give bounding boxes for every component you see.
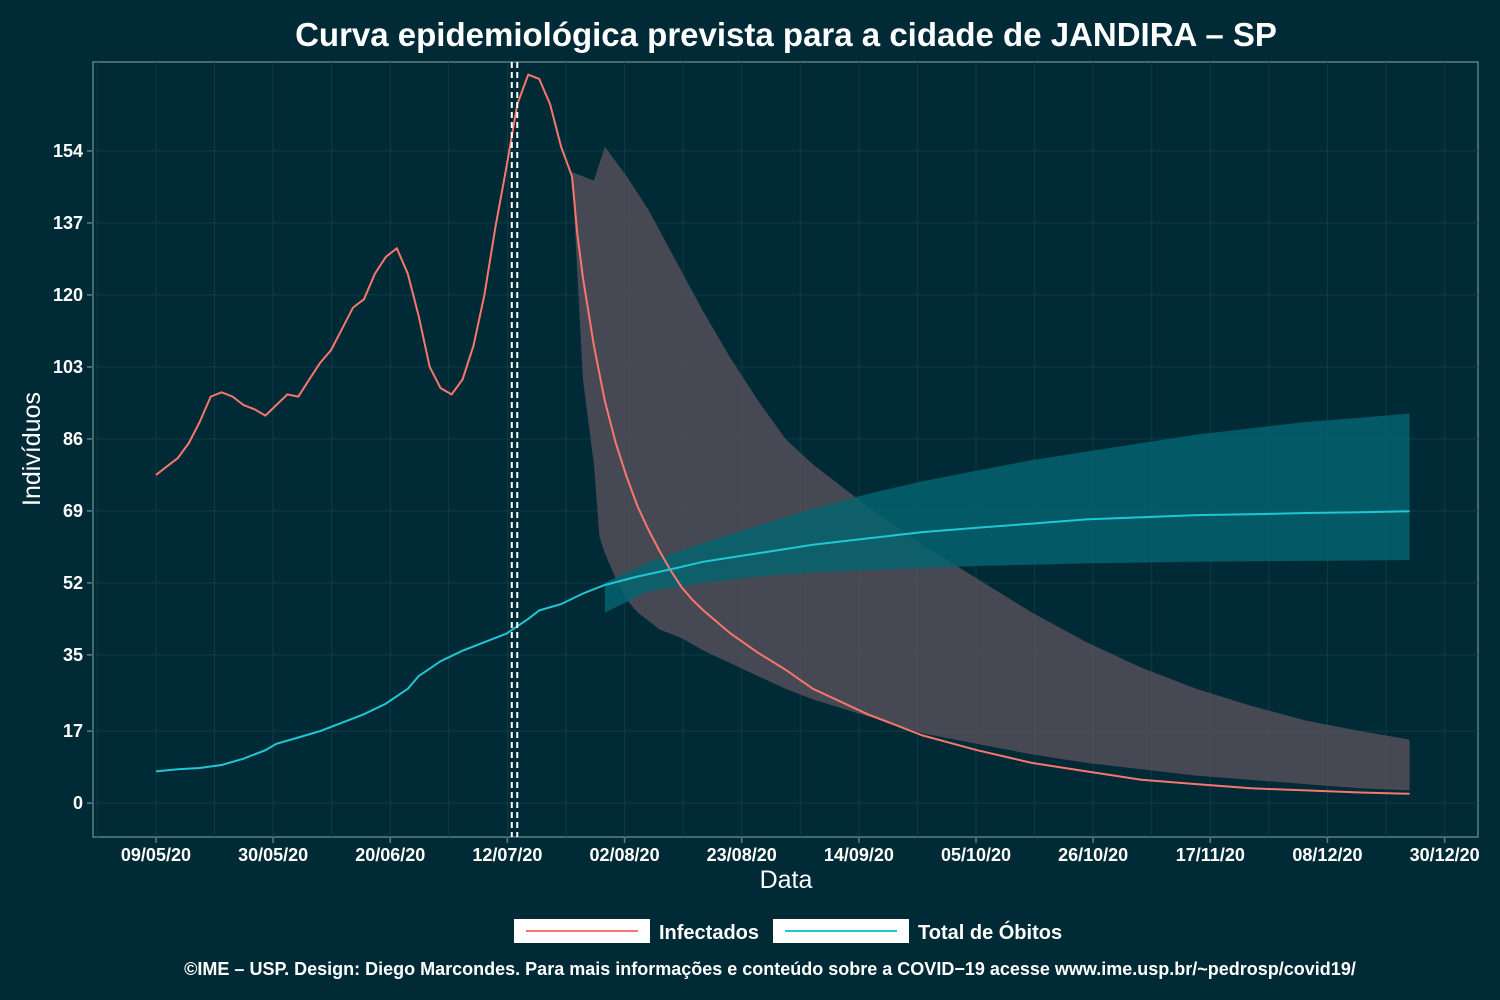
y-tick-label: 35 (63, 645, 83, 665)
x-tick-label: 08/12/20 (1292, 845, 1362, 865)
y-tick-label: 103 (53, 357, 83, 377)
y-axis: 0 17 35 52 69 86 103 120 137 154 (53, 141, 93, 813)
band-layer (572, 146, 1410, 791)
forecast-markers (510, 62, 519, 837)
y-tick-label: 17 (63, 721, 83, 741)
x-axis-title: Data (760, 866, 813, 894)
x-tick-label: 26/10/20 (1058, 845, 1128, 865)
band-Obitos-band (604, 413, 1410, 613)
x-tick-label: 17/11/20 (1176, 845, 1245, 865)
y-tick-label: 137 (53, 213, 83, 233)
plot-panel (92, 61, 1479, 838)
x-tick-label: 09/05/20 (121, 845, 191, 865)
y-tick-label: 69 (63, 501, 83, 521)
x-tick-label: 12/07/20 (472, 845, 542, 865)
y-tick-label: 86 (63, 429, 83, 449)
x-axis: 09/05/20 30/05/20 20/06/20 12/07/20 02/08/20… (121, 837, 1480, 865)
x-tick-label: 14/09/20 (824, 845, 894, 865)
y-tick-label: 52 (63, 573, 83, 593)
x-tick-label: 30/12/20 (1410, 845, 1480, 865)
y-tick-label: 0 (73, 793, 83, 813)
chart-title: Curva epidemiológica prevista para a cid… (295, 16, 1277, 53)
legend-label-infectados: Infectados (659, 922, 759, 944)
band-Infectados-band (572, 146, 1410, 791)
x-tick-label: 23/08/20 (707, 845, 777, 865)
x-tick-label: 20/06/20 (355, 845, 425, 865)
legend: Infectados Total de Óbitos (514, 919, 1062, 944)
caption: ©IME – USP. Design: Diego Marcondes. Par… (184, 959, 1356, 979)
y-axis-title: Indivíduos (18, 392, 46, 506)
x-tick-label: 30/05/20 (238, 845, 308, 865)
x-tick-label: 02/08/20 (590, 845, 660, 865)
legend-label-obitos: Total de Óbitos (918, 920, 1062, 944)
series-line-1 (155, 510, 1410, 773)
y-tick-label: 154 (53, 141, 83, 161)
x-tick-label: 05/10/20 (941, 845, 1011, 865)
y-tick-label: 120 (53, 285, 83, 305)
